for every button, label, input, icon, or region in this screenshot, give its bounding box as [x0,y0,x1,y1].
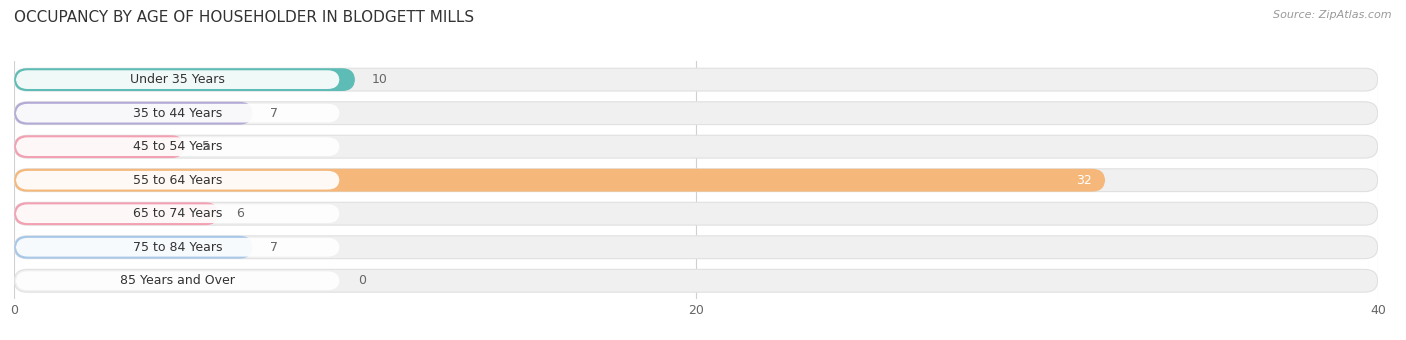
FancyBboxPatch shape [14,269,1378,292]
FancyBboxPatch shape [14,102,253,124]
FancyBboxPatch shape [14,102,1378,124]
Text: 7: 7 [270,241,278,254]
FancyBboxPatch shape [14,135,184,158]
FancyBboxPatch shape [14,236,253,259]
FancyBboxPatch shape [14,135,1378,158]
Text: OCCUPANCY BY AGE OF HOUSEHOLDER IN BLODGETT MILLS: OCCUPANCY BY AGE OF HOUSEHOLDER IN BLODG… [14,10,474,25]
Text: 35 to 44 Years: 35 to 44 Years [134,107,222,120]
Text: 55 to 64 Years: 55 to 64 Years [134,174,222,187]
FancyBboxPatch shape [15,204,340,223]
FancyBboxPatch shape [14,202,1378,225]
Text: 75 to 84 Years: 75 to 84 Years [134,241,222,254]
Text: 0: 0 [359,274,367,287]
FancyBboxPatch shape [14,202,219,225]
Text: Under 35 Years: Under 35 Years [131,73,225,86]
Text: 32: 32 [1076,174,1091,187]
Text: 85 Years and Over: 85 Years and Over [121,274,235,287]
Text: 45 to 54 Years: 45 to 54 Years [134,140,222,153]
FancyBboxPatch shape [15,137,340,156]
FancyBboxPatch shape [14,169,1105,192]
FancyBboxPatch shape [15,271,340,290]
Text: 5: 5 [201,140,209,153]
FancyBboxPatch shape [14,68,356,91]
Text: 65 to 74 Years: 65 to 74 Years [134,207,222,220]
FancyBboxPatch shape [14,169,1378,192]
Text: 6: 6 [236,207,243,220]
Text: 10: 10 [373,73,388,86]
FancyBboxPatch shape [15,104,340,122]
FancyBboxPatch shape [14,68,1378,91]
FancyBboxPatch shape [15,171,340,189]
Text: 7: 7 [270,107,278,120]
FancyBboxPatch shape [15,238,340,257]
Text: Source: ZipAtlas.com: Source: ZipAtlas.com [1274,10,1392,20]
FancyBboxPatch shape [14,236,1378,259]
FancyBboxPatch shape [15,70,340,89]
